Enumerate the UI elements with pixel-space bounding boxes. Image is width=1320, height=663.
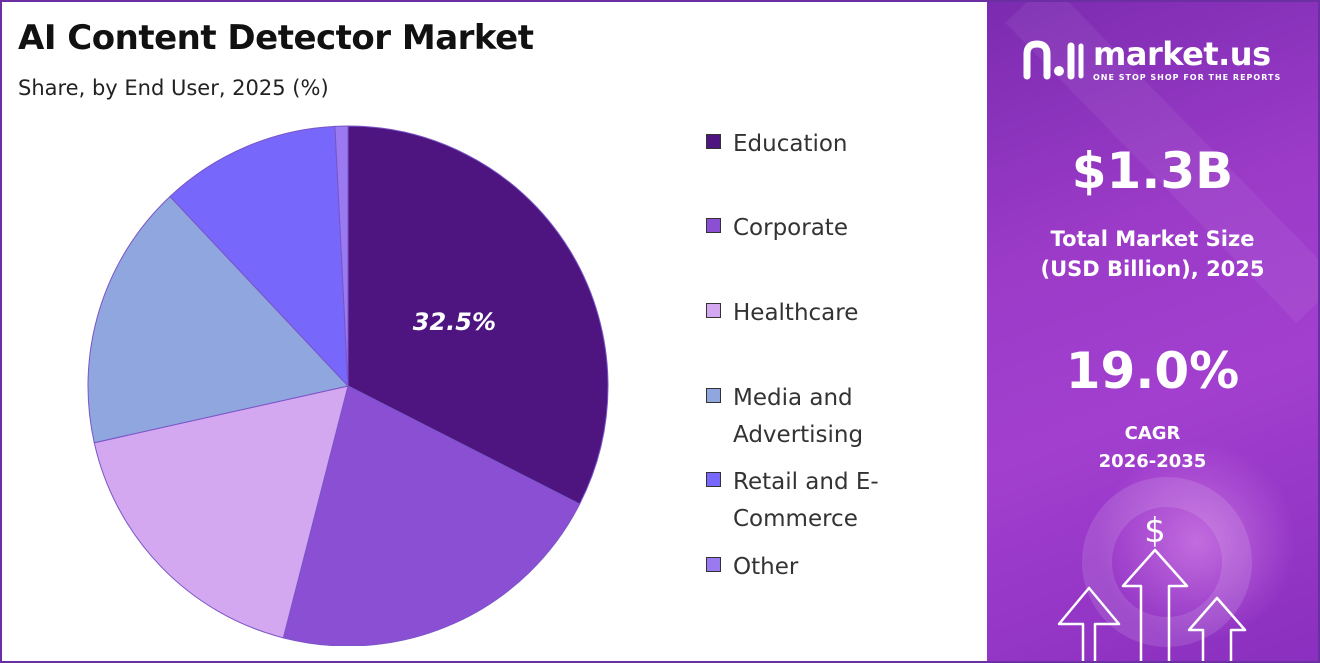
dollar-sign-icon: $ [1144, 511, 1166, 551]
brand-tagline: ONE STOP SHOP FOR THE REPORTS [1093, 73, 1282, 82]
brand-logo[interactable]: market.us ONE STOP SHOP FOR THE REPORTS [1023, 38, 1281, 82]
background-glow [1097, 442, 1297, 642]
market-us-logo-icon [1023, 40, 1084, 80]
pie-slice-corporate [282, 385, 581, 646]
chart-legend: Education Corporate Healthcare Media and… [706, 2, 966, 661]
legend-item-education: Education [706, 126, 903, 163]
legend-swatch-retail-ecommerce [706, 472, 721, 487]
legend-item-other: Other [706, 549, 903, 586]
cagr-label: CAGR 2026-2035 [987, 420, 1318, 476]
chart-title: AI Content Detector Market [18, 18, 534, 58]
market-size-label: Total Market Size (USD Billion), 2025 [987, 224, 1318, 284]
chart-panel: AI Content Detector Market Share, by End… [2, 2, 987, 661]
legend-label-media-advertising: Media and Advertising [733, 385, 864, 448]
legend-swatch-corporate [706, 218, 721, 233]
legend-item-healthcare: Healthcare [706, 295, 903, 332]
pie-chart: 32.5% [87, 125, 609, 646]
legend-label-education: Education [733, 131, 848, 157]
chart-subtitle: Share, by End User, 2025 (%) [18, 76, 329, 100]
pie-slice-retail-ecommerce [169, 125, 349, 388]
legend-label-corporate: Corporate [733, 215, 848, 241]
cagr-period: 2026-2035 [1098, 451, 1207, 472]
pie-slice-other [334, 125, 349, 387]
legend-item-media-advertising: Media and Advertising [706, 380, 903, 454]
summary-panel: market.us ONE STOP SHOP FOR THE REPORTS … [987, 2, 1318, 661]
legend-item-retail-ecommerce: Retail and E-Commerce [706, 464, 903, 538]
data-label-education: 32.5% [413, 308, 496, 336]
legend-item-corporate: Corporate [706, 210, 903, 247]
growth-arrows-icon: $ [1057, 511, 1247, 661]
cagr-value: 19.0% [1065, 342, 1240, 400]
legend-label-other: Other [733, 554, 799, 580]
brand-name: market.us [1093, 35, 1271, 73]
pie-slice-healthcare [93, 385, 349, 639]
legend-swatch-education [706, 134, 721, 149]
market-size-label-line-1: Total Market Size [1050, 227, 1255, 251]
market-size-label-line-2: (USD Billion), 2025 [1040, 257, 1265, 281]
cagr-label-line-1: CAGR [1124, 423, 1181, 444]
pie-slice-education [347, 125, 609, 505]
background-decoration [1005, 2, 1318, 647]
legend-label-retail-ecommerce: Retail and E-Commerce [733, 469, 879, 532]
legend-swatch-other [706, 557, 721, 572]
legend-label-healthcare: Healthcare [733, 300, 859, 326]
market-size-value: $1.3B [1071, 142, 1234, 200]
pie-slice-media-advertising [87, 195, 349, 444]
legend-swatch-healthcare [706, 303, 721, 318]
legend-swatch-media-advertising [706, 388, 721, 403]
